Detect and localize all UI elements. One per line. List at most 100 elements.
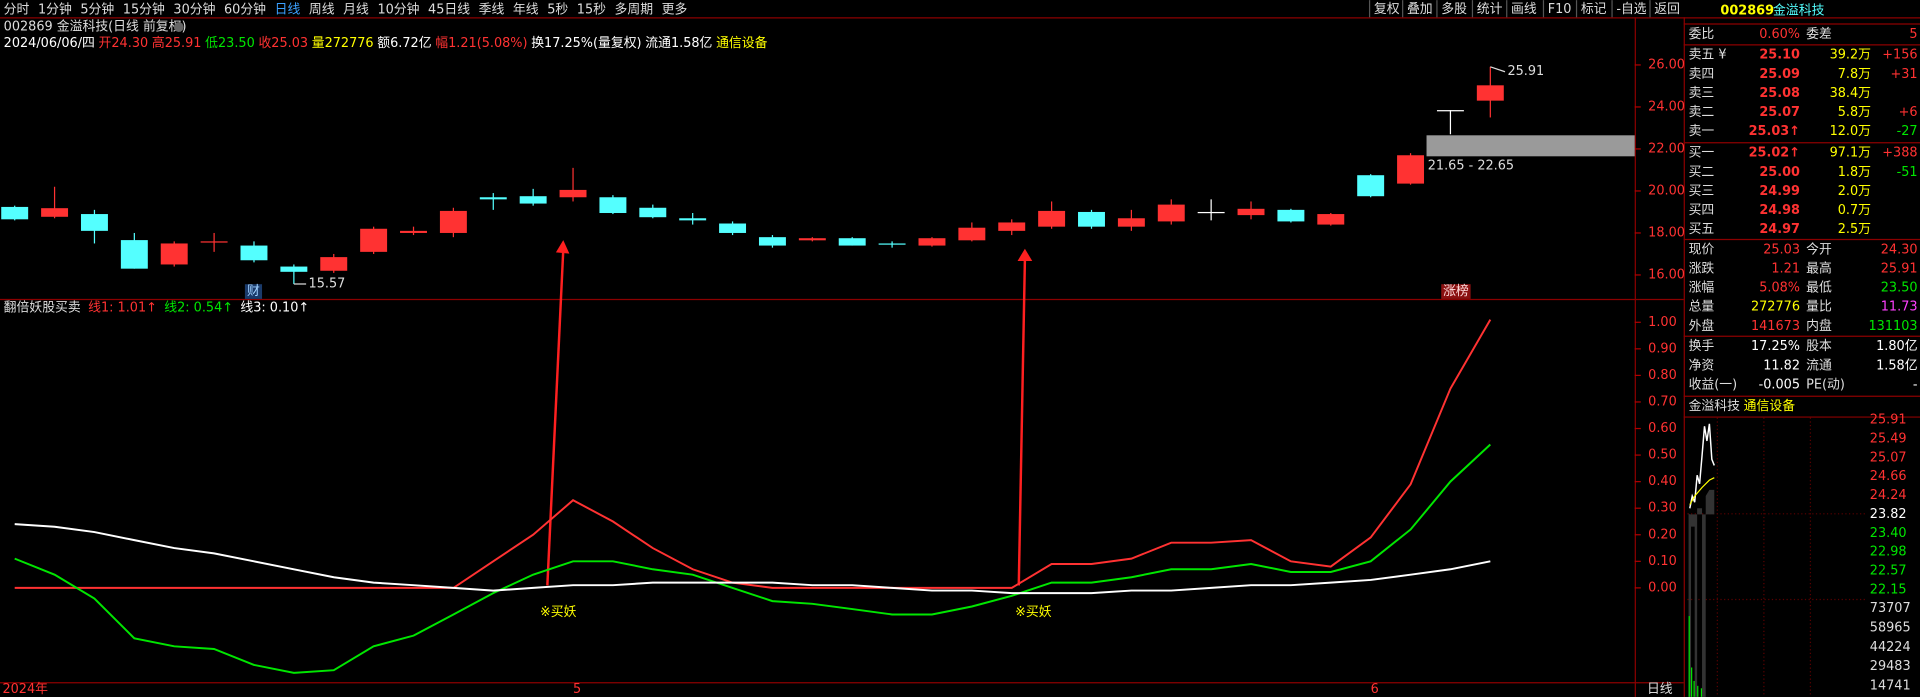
period-tab[interactable]: 60分钟: [224, 1, 266, 17]
book-label: 卖五 ¥: [1689, 48, 1727, 63]
info-item: 收25.03: [258, 35, 308, 50]
gap-band: [1426, 135, 1635, 157]
signal-arrows: [546, 240, 1033, 586]
mini-price-line: [1689, 423, 1715, 509]
x-tick-label: 5: [573, 682, 581, 697]
book-price: 24.99: [1759, 184, 1800, 199]
value: 5: [1909, 27, 1917, 42]
info-item: 通信设备: [716, 35, 768, 50]
period-tab[interactable]: 季线: [479, 2, 505, 17]
y-tick-label: 0.60: [1648, 421, 1677, 436]
indicator-line: [14, 443, 1491, 674]
book-volume: 2.0万: [1838, 184, 1871, 199]
book-volume: 2.5万: [1838, 222, 1871, 237]
book-price: 25.07: [1759, 105, 1800, 120]
book-volume: 1.8万: [1838, 165, 1871, 180]
book-change: +156: [1882, 48, 1917, 63]
dropdown-icon: [173, 22, 184, 32]
period-tab[interactable]: 1分钟: [38, 1, 72, 17]
indicator-line: [14, 319, 1492, 589]
candle-body: [1157, 204, 1185, 222]
stat-value: 25.91: [1881, 262, 1918, 277]
period-tab[interactable]: 30分钟: [173, 1, 215, 17]
y-tick-label: 0.10: [1648, 554, 1677, 569]
tool-button[interactable]: 标记: [1581, 2, 1607, 17]
period-tab[interactable]: 15秒: [577, 2, 606, 17]
stat-value: 5.08%: [1759, 281, 1800, 296]
period-tab[interactable]: 日线: [275, 2, 301, 17]
info-item: 开24.30: [99, 35, 149, 50]
tool-button[interactable]: 返回: [1654, 2, 1680, 17]
mini-volume: [1688, 616, 1703, 697]
info-item: 幅1.21(5.08%): [435, 35, 527, 50]
badge-bg: [244, 284, 263, 299]
period-tab[interactable]: 周线: [309, 2, 335, 17]
period-tab[interactable]: 15分钟: [123, 1, 165, 17]
stat-value: 1.80亿: [1876, 339, 1918, 354]
tool-button[interactable]: F10: [1548, 2, 1572, 17]
stat-label: 收益(一): [1689, 377, 1738, 392]
stat-label: 量比: [1806, 300, 1832, 315]
stat-label: 内盘: [1806, 318, 1832, 334]
mini-price-label: 25.91: [1870, 413, 1907, 428]
period-tab[interactable]: 更多: [662, 2, 688, 17]
candle-body: [80, 214, 108, 231]
info-item: 2024/06/06/四: [4, 35, 95, 50]
y-tick-label: 0.80: [1648, 368, 1677, 383]
stat-label: 流通: [1806, 358, 1832, 373]
y-tick-label: 0.40: [1648, 474, 1677, 489]
high-label: 25.91: [1507, 64, 1544, 79]
candle-body: [519, 196, 547, 204]
book-change: +6: [1899, 105, 1918, 120]
period-tab[interactable]: 10分钟: [377, 1, 419, 17]
stat-label: 换手: [1689, 339, 1715, 354]
period-tab[interactable]: 45日线: [428, 2, 470, 17]
stat-value: 1.21: [1771, 262, 1800, 277]
candle-body: [918, 238, 946, 246]
signal-label: ※买妖: [1015, 605, 1052, 620]
period-tab[interactable]: 年线: [513, 2, 539, 17]
tool-button[interactable]: 画线: [1511, 2, 1537, 17]
candle-body: [41, 208, 69, 217]
legend-entry: 线1: 1.01↑: [88, 300, 157, 315]
tool-button[interactable]: 复权: [1374, 1, 1400, 17]
period-tab[interactable]: 分时: [4, 2, 30, 17]
candle-body: [1357, 175, 1385, 197]
y-tick-label: 16.00: [1648, 267, 1685, 282]
signal-label: ※买妖: [540, 605, 577, 620]
indicator-title: 翻倍妖股买卖: [4, 300, 81, 315]
stock-name: 金溢科技: [1773, 3, 1825, 19]
period-tab[interactable]: 多周期: [615, 2, 654, 17]
x-tick-label: 6: [1371, 682, 1379, 697]
info-item: 流通1.58亿: [645, 35, 712, 50]
candle-body: [240, 245, 268, 261]
high-pointer: [1490, 66, 1506, 73]
book-price: 25.02↑: [1749, 146, 1800, 161]
book-label: 卖三: [1689, 86, 1715, 101]
period-tab[interactable]: 5秒: [547, 2, 568, 17]
candle-body: [479, 197, 507, 200]
book-price: 25.10: [1759, 48, 1800, 63]
tool-button[interactable]: 统计: [1477, 2, 1503, 17]
book-label: 卖一: [1689, 124, 1715, 139]
legend-entry: 线3: 0.10↑: [240, 300, 309, 315]
label: 委差: [1806, 27, 1832, 42]
stat-label: 涨跌: [1689, 261, 1715, 277]
period-tab[interactable]: 5分钟: [80, 1, 114, 17]
candle-body: [1436, 110, 1464, 112]
indicator-legend: 翻倍妖股买卖 线1: 1.01↑ 线2: 0.54↑ 线3: 0.10↑: [4, 300, 310, 315]
tool-button[interactable]: -自选: [1616, 2, 1646, 17]
stat-value: 11.82: [1763, 358, 1800, 373]
candle-body: [1397, 155, 1425, 184]
stat-value: 11.73: [1881, 300, 1918, 315]
candle-body: [758, 237, 786, 246]
period-tab[interactable]: 月线: [343, 2, 369, 17]
tool-button[interactable]: 叠加: [1407, 2, 1433, 17]
info-item: 换17.25%(量复权): [531, 34, 641, 50]
book-volume: 12.0万: [1830, 124, 1872, 139]
mini-price-label: 25.49: [1870, 431, 1907, 446]
value: 0.60%: [1759, 27, 1800, 42]
badge: 涨榜: [1443, 283, 1469, 299]
tool-button[interactable]: 多股: [1441, 2, 1467, 17]
mini-title: 金溢科技: [1689, 398, 1741, 414]
